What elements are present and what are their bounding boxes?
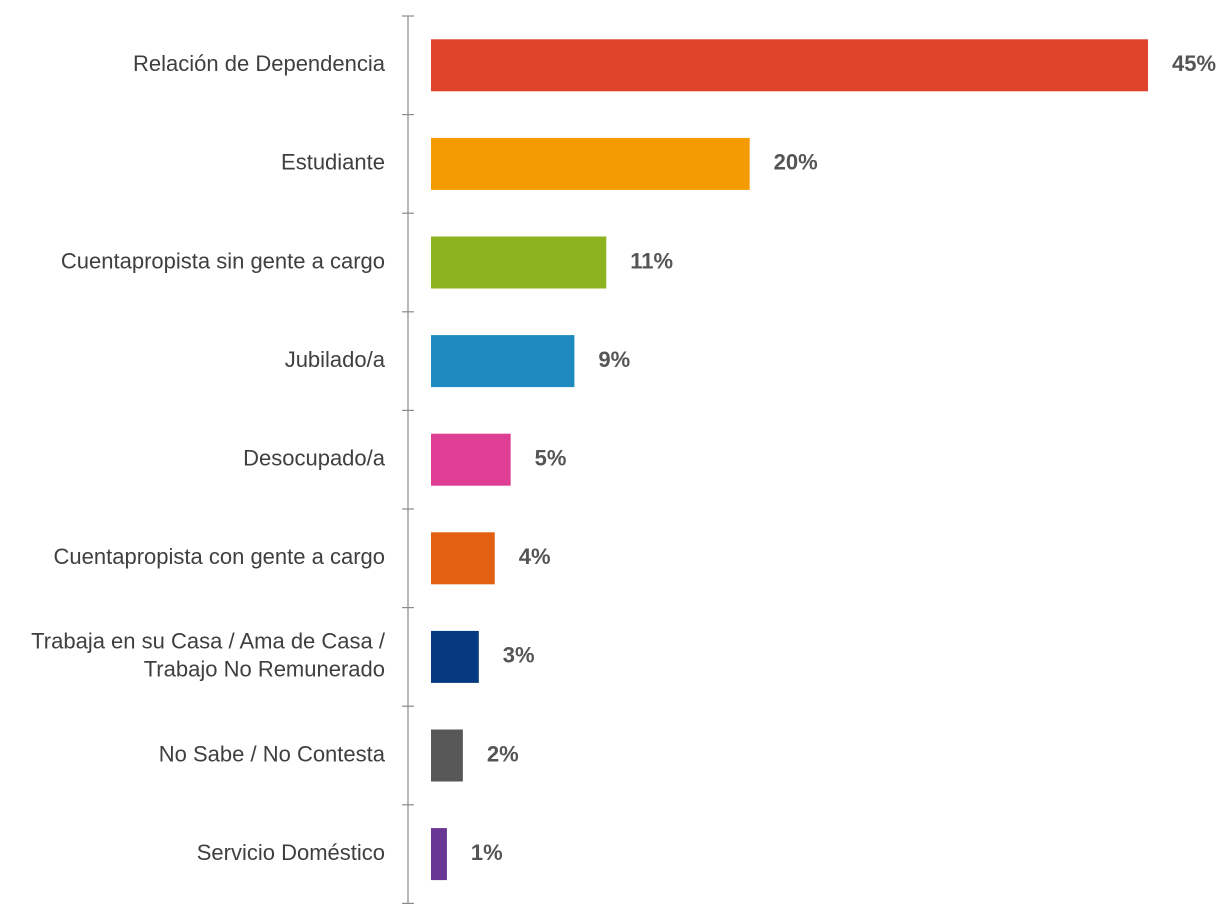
bar [431, 630, 479, 683]
category-label: No Sabe / No Contesta [159, 741, 386, 766]
value-label: 11% [630, 248, 673, 273]
category-label: Cuentapropista con gente a cargo [54, 544, 385, 569]
value-label: 5% [535, 446, 567, 471]
y-axis-ticks [402, 15, 414, 904]
category-label: Estudiante [281, 150, 385, 175]
bar [431, 729, 463, 782]
bar [431, 137, 750, 190]
category-label: Trabaja en su Casa / Ama de Casa / [31, 629, 386, 654]
bar [431, 335, 575, 388]
category-labels: Relación de Dependencia Estudiante Cuentap… [31, 51, 386, 865]
bars-group [431, 39, 1148, 881]
value-label: 3% [503, 643, 535, 668]
bar [431, 39, 1148, 92]
bar [431, 236, 607, 289]
value-label: 20% [774, 150, 818, 175]
category-label: Relación de Dependencia [133, 51, 386, 76]
value-label: 2% [487, 741, 519, 766]
category-label: Trabajo No Remunerado [144, 657, 385, 682]
category-label: Desocupado/a [243, 446, 386, 471]
category-label: Servicio Doméstico [197, 840, 385, 865]
bar [431, 532, 495, 585]
category-label: Jubilado/a [285, 347, 386, 372]
bar [431, 433, 511, 486]
value-label: 9% [598, 347, 630, 372]
value-labels: 45% 20% 11% 9% 5% 4% 3% 2% 1% [471, 51, 1216, 865]
value-label: 45% [1172, 51, 1216, 76]
bar [431, 828, 447, 881]
value-label: 1% [471, 840, 503, 865]
value-label: 4% [519, 544, 551, 569]
category-label: Cuentapropista sin gente a cargo [61, 248, 385, 273]
